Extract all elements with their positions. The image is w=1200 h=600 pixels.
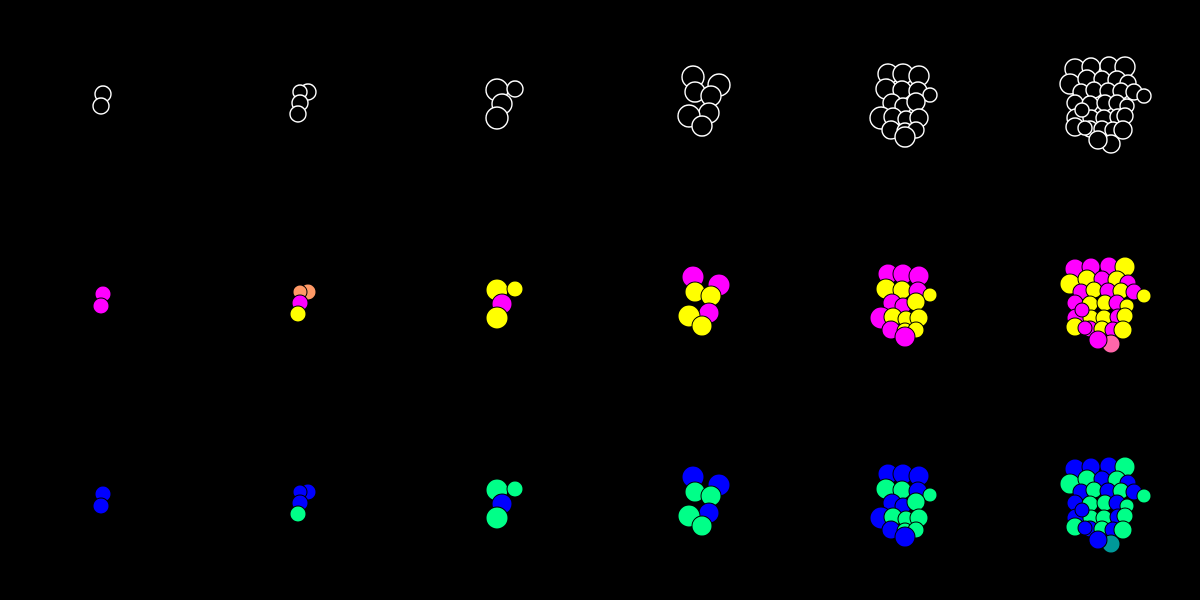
cell [1113,120,1133,140]
outline-stage-3 [485,78,524,130]
cell [894,526,916,548]
cell [92,97,110,115]
cell [1136,88,1152,104]
cell [289,505,307,523]
cell [691,115,713,137]
outline-stage-4 [677,65,731,137]
cell [485,506,509,530]
cell [1077,520,1093,536]
type-coloring-stage-1 [92,285,112,315]
outline-stage-6 [1059,56,1152,154]
cell [691,515,713,537]
cell [906,292,926,312]
cell [1088,330,1108,350]
cell [1113,520,1133,540]
cell [691,315,713,337]
cell [92,297,110,315]
cell [922,287,938,303]
cell [906,92,926,112]
cell [894,326,916,348]
outline-stage-1 [92,85,112,115]
outline-stage-5 [869,63,938,148]
type-coloring-stage-2 [289,283,317,323]
cell [289,105,307,123]
cell [485,306,509,330]
type-coloring-stage-5 [869,263,938,348]
lineage-coloring-stage-5 [869,463,938,548]
type-coloring-stage-6 [1059,256,1152,354]
cell [922,87,938,103]
cell [92,497,110,515]
outline-stage-2 [289,83,317,123]
cell [485,106,509,130]
lineage-coloring-stage-1 [92,485,112,515]
cell [1077,320,1093,336]
cell [1113,320,1133,340]
cell [1077,120,1093,136]
cell [894,126,916,148]
lineage-coloring-stage-2 [289,483,317,523]
cell [1088,530,1108,550]
cell [1136,488,1152,504]
cell [1074,102,1090,118]
cell [1088,130,1108,150]
cell [1136,288,1152,304]
cell [506,480,524,498]
cell [922,487,938,503]
cell [506,80,524,98]
cell [1074,302,1090,318]
cell [506,280,524,298]
cell [906,492,926,512]
cell [289,305,307,323]
type-coloring-stage-3 [485,278,524,330]
lineage-coloring-stage-6 [1059,456,1152,554]
lineage-coloring-stage-3 [485,478,524,530]
type-coloring-stage-4 [677,265,731,337]
lineage-coloring-stage-4 [677,465,731,537]
cell [1074,502,1090,518]
